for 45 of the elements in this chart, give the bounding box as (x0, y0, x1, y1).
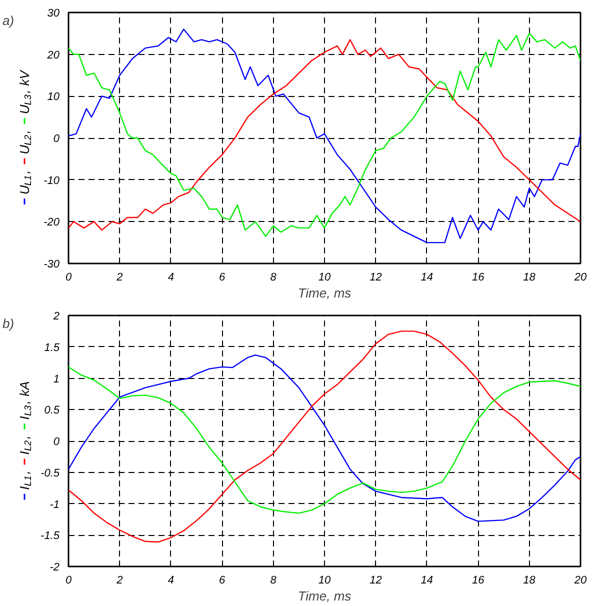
text: UL1, UL2, UL3, kV (17, 70, 34, 195)
x-tick-label: 16 (472, 574, 486, 586)
x-tick-label: 18 (523, 272, 536, 284)
y-tick-label: -1.5 (40, 530, 60, 542)
y-tick-label: -20 (44, 216, 60, 229)
y-tick-label: 20 (46, 49, 60, 62)
text: IL1, IL2, IL3, kA (17, 381, 34, 490)
x-tick-label: 4 (168, 574, 174, 586)
x-tick-label: 2 (116, 574, 123, 586)
y-tick-label: 10 (47, 91, 60, 104)
x-tick-label: 6 (219, 272, 226, 284)
y-tick-label: 0 (53, 436, 60, 448)
y-tick-label: -10 (44, 174, 60, 187)
x-tick-label: 14 (420, 272, 434, 284)
y-tick-label: -1 (50, 498, 60, 511)
x-tick-label: 20 (573, 574, 588, 586)
x-axis-title: Time, ms (298, 286, 352, 300)
y-tick-label: 1.5 (44, 342, 60, 354)
y-tick-label: 1 (53, 373, 60, 386)
line-series (68, 330, 580, 543)
y-tick-label: 2 (52, 310, 60, 322)
x-tick-label: 8 (270, 272, 278, 284)
x-axis-title: Time, ms (298, 588, 352, 604)
y-tick-label: -30 (44, 258, 60, 270)
x-tick-label: 20 (573, 272, 588, 284)
x-tick-label: 12 (370, 574, 382, 586)
chart-title: b) (2, 316, 14, 331)
y-tick-label: -0.5 (40, 467, 60, 480)
x-tick-label: 18 (523, 574, 536, 586)
y-tick-label: -2 (50, 562, 60, 574)
x-tick-label: 2 (116, 272, 123, 284)
x-tick-label: 12 (370, 272, 382, 284)
x-tick-label: 16 (472, 272, 486, 284)
y-tick-label: 30 (47, 8, 60, 20)
y-tick-label: 0.5 (44, 404, 60, 417)
x-tick-label: 8 (270, 574, 278, 586)
x-tick-label: 10 (318, 574, 332, 586)
x-tick-label: 6 (219, 574, 226, 586)
x-tick-label: 10 (318, 272, 332, 284)
x-tick-label: 4 (168, 272, 174, 284)
x-tick-label: 14 (420, 574, 434, 586)
x-tick-label: 0 (65, 574, 72, 586)
chart-title: a) (2, 12, 14, 28)
y-tick-label: 0 (53, 133, 60, 145)
x-tick-label: 0 (65, 272, 72, 284)
